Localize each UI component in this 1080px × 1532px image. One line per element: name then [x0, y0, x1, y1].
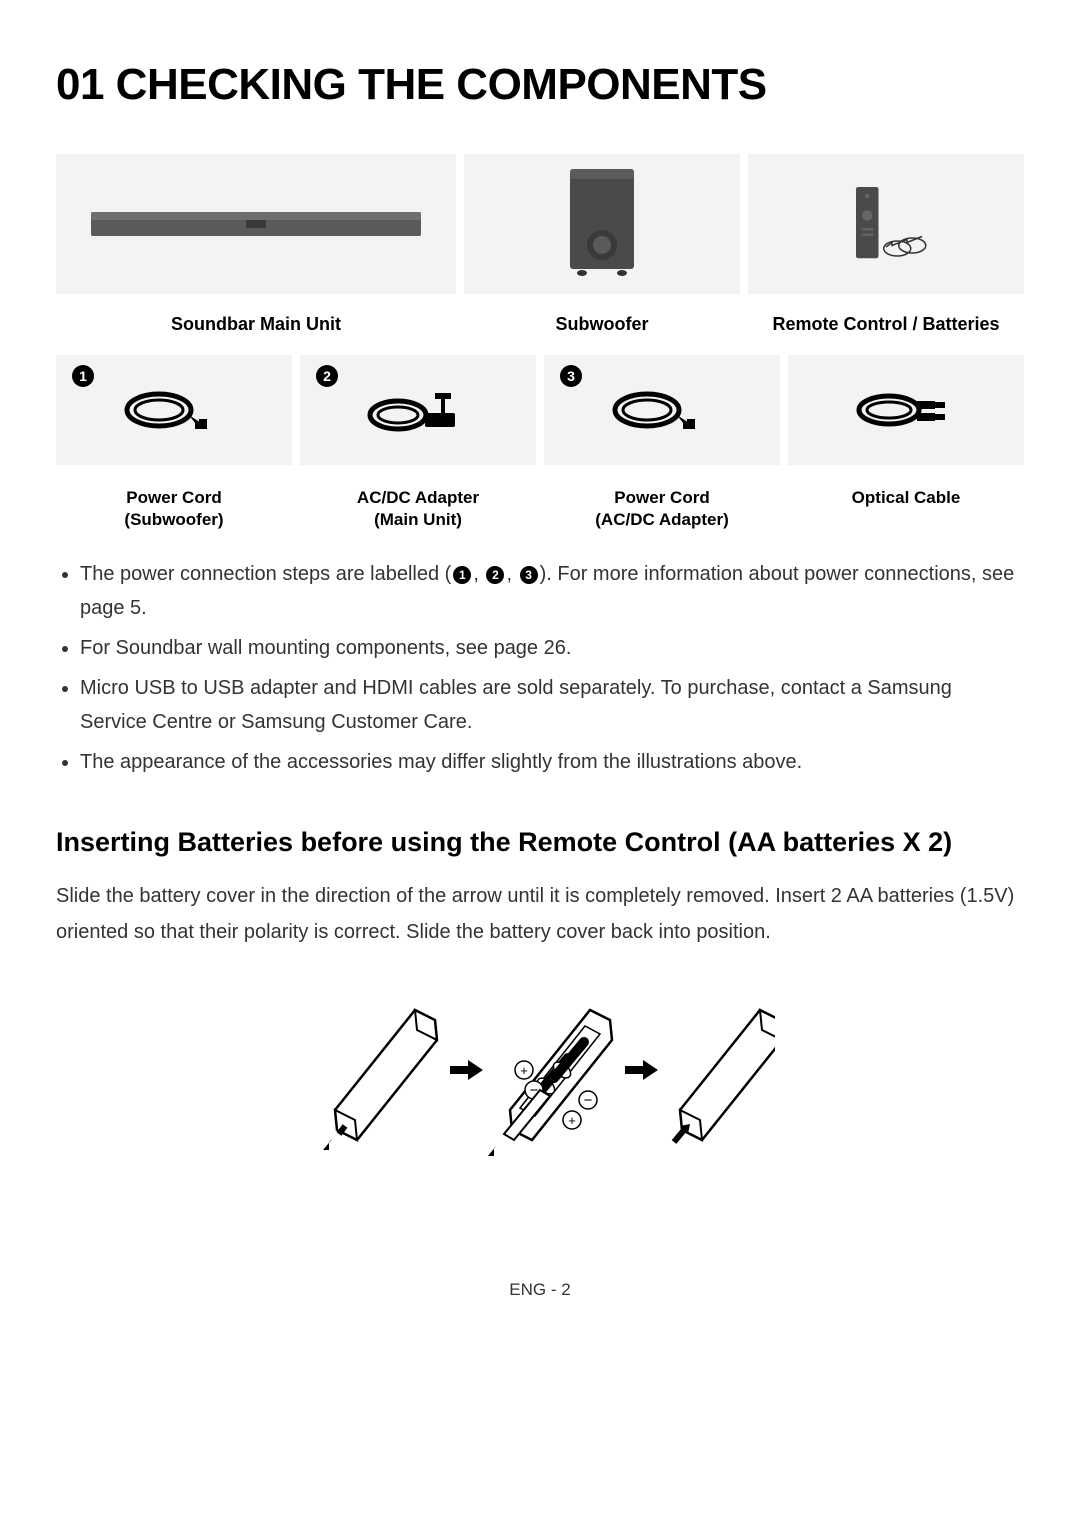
- label-line: Optical Cable: [852, 488, 961, 507]
- remote-label: Remote Control / Batteries: [748, 314, 1024, 335]
- badge-1: 1: [72, 365, 94, 387]
- svg-text:+: +: [520, 1063, 528, 1078]
- soundbar-image-box: [56, 154, 456, 294]
- battery-instructions: Slide the battery cover in the direction…: [56, 878, 1024, 950]
- soundbar-label: Soundbar Main Unit: [56, 314, 456, 335]
- battery-diagram: + − − +: [56, 980, 1024, 1160]
- text: The power connection steps are labelled …: [80, 563, 451, 585]
- list-item: The appearance of the accessories may di…: [80, 745, 1024, 779]
- notes-list: The power connection steps are labelled …: [56, 557, 1024, 779]
- power-cord-2-icon: [607, 385, 717, 435]
- label-line: (AC/DC Adapter): [595, 510, 728, 529]
- badge-2: 2: [316, 365, 338, 387]
- label-line: (Subwoofer): [124, 510, 223, 529]
- components-row-1: [56, 154, 1024, 294]
- components-row-2: 1 2 3: [56, 355, 1024, 465]
- label-line: Power Cord: [126, 488, 221, 507]
- components-row-1-labels: Soundbar Main Unit Subwoofer Remote Cont…: [56, 302, 1024, 343]
- subwoofer-image-box: [464, 154, 740, 294]
- battery-insertion-icon: + − − +: [305, 980, 775, 1160]
- power-cord-adapter-label: Power Cord (AC/DC Adapter): [544, 487, 780, 531]
- power-cord-subwoofer-box: 1: [56, 355, 292, 465]
- page-title: 01 CHECKING THE COMPONENTS: [56, 60, 1024, 110]
- battery-subheading: Inserting Batteries before using the Rem…: [56, 827, 1024, 858]
- inline-badge-2: 2: [486, 566, 504, 584]
- soundbar-icon: [91, 204, 421, 244]
- badge-3: 3: [560, 365, 582, 387]
- components-row-2-labels: Power Cord (Subwoofer) AC/DC Adapter (Ma…: [56, 477, 1024, 531]
- power-cord-adapter-box: 3: [544, 355, 780, 465]
- subwoofer-label: Subwoofer: [464, 314, 740, 335]
- svg-text:+: +: [568, 1113, 576, 1128]
- label-line: Power Cord: [614, 488, 709, 507]
- power-cord-icon: [119, 385, 229, 435]
- list-item: The power connection steps are labelled …: [80, 557, 1024, 625]
- remote-icon: [841, 187, 931, 262]
- list-item: Micro USB to USB adapter and HDMI cables…: [80, 671, 1024, 739]
- optical-cable-label: Optical Cable: [788, 487, 1024, 531]
- subwoofer-icon: [562, 169, 642, 279]
- optical-cable-icon: [851, 385, 961, 435]
- list-item: For Soundbar wall mounting components, s…: [80, 631, 1024, 665]
- remote-image-box: [748, 154, 1024, 294]
- power-cord-subwoofer-label: Power Cord (Subwoofer): [56, 487, 292, 531]
- svg-text:−: −: [584, 1092, 593, 1109]
- label-line: (Main Unit): [374, 510, 462, 529]
- ac-dc-adapter-box: 2: [300, 355, 536, 465]
- optical-cable-box: [788, 355, 1024, 465]
- inline-badge-1: 1: [453, 566, 471, 584]
- page-footer: ENG - 2: [56, 1280, 1024, 1300]
- label-line: AC/DC Adapter: [357, 488, 479, 507]
- adapter-icon: [363, 385, 473, 435]
- inline-badge-3: 3: [520, 566, 538, 584]
- ac-dc-adapter-label: AC/DC Adapter (Main Unit): [300, 487, 536, 531]
